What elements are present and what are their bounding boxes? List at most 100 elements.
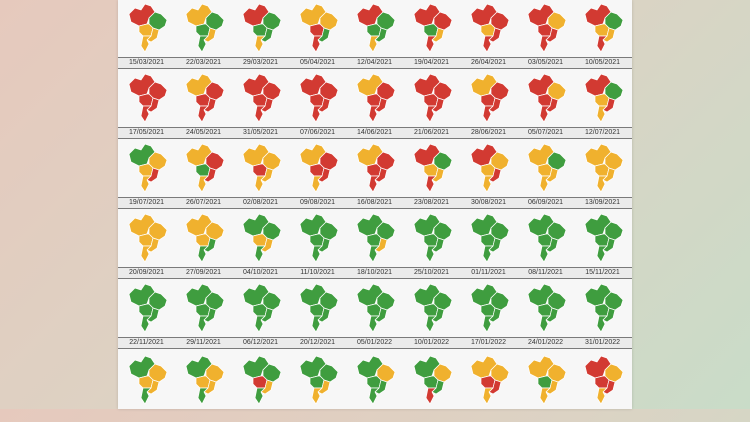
date-label: 18/10/2021: [356, 269, 393, 276]
brazil-map: [299, 143, 339, 193]
map-region: [596, 245, 608, 263]
map-region: [368, 387, 380, 405]
map-region: [254, 315, 266, 333]
date-bar: 17/05/2021 24/05/2021 31/05/2021 07/06/2021…: [118, 127, 632, 139]
map-strip: [118, 0, 632, 56]
map-cell: [175, 140, 232, 196]
map-row: 15/03/2021 22/03/2021 29/03/2021 05/04/2021…: [118, 0, 632, 70]
map-grid-panel: 15/03/2021 22/03/2021 29/03/2021 05/04/2021…: [118, 0, 632, 409]
map-region: [425, 175, 437, 193]
date-label: 15/03/2021: [128, 59, 165, 66]
map-region: [594, 93, 610, 107]
brazil-map: [299, 73, 339, 123]
map-region: [537, 233, 553, 247]
brazil-map: [527, 283, 567, 333]
map-region: [195, 163, 211, 177]
brazil-map: [185, 3, 225, 53]
brazil-map: [356, 355, 396, 405]
date-label: 10/01/2022: [413, 339, 450, 346]
map-region: [596, 175, 608, 193]
brazil-map: [185, 283, 225, 333]
date-label: 29/11/2021: [186, 339, 221, 346]
date-label: 05/07/2021: [527, 129, 564, 136]
date-label: 09/08/2021: [299, 199, 336, 206]
brazil-map: [128, 143, 168, 193]
brazil-map: [527, 3, 567, 53]
brazil-map: [242, 213, 282, 263]
date-label: 23/08/2021: [413, 199, 450, 206]
map-region: [423, 163, 439, 177]
map-region: [309, 375, 325, 389]
map-strip: [118, 280, 632, 336]
date-label: 20/09/2021: [128, 269, 165, 276]
map-cell: [403, 70, 460, 126]
brazil-map: [413, 355, 453, 405]
map-region: [594, 23, 610, 37]
map-region: [252, 23, 268, 37]
brazil-map: [356, 3, 396, 53]
map-region: [311, 245, 323, 263]
map-region: [311, 175, 323, 193]
map-row: 19/07/2021 26/07/2021 02/08/2021 09/08/2021…: [118, 140, 632, 210]
map-region: [423, 23, 439, 37]
map-region: [140, 245, 152, 263]
brazil-map: [470, 355, 510, 405]
map-cell: [118, 352, 175, 408]
map-region: [311, 387, 323, 405]
brazil-map: [413, 283, 453, 333]
date-label: 27/09/2021: [185, 269, 222, 276]
brazil-map: [185, 143, 225, 193]
brazil-map: [356, 143, 396, 193]
map-region: [197, 175, 209, 193]
map-cell: [517, 0, 574, 56]
map-cell: [232, 0, 289, 56]
map-region: [138, 93, 154, 107]
date-label: 04/10/2021: [242, 269, 279, 276]
map-cell: [574, 0, 631, 56]
map-strip: [118, 70, 632, 126]
brazil-map: [413, 213, 453, 263]
map-region: [252, 163, 268, 177]
map-cell: [574, 210, 631, 266]
map-cell: [403, 0, 460, 56]
map-region: [423, 303, 439, 317]
date-label: 20/12/2021: [299, 339, 336, 346]
map-cell: [517, 140, 574, 196]
map-region: [425, 315, 437, 333]
date-label: 03/05/2021: [527, 59, 564, 66]
map-region: [254, 175, 266, 193]
map-region: [482, 105, 494, 123]
brazil-map: [470, 73, 510, 123]
map-cell: [289, 0, 346, 56]
map-cell: [289, 352, 346, 408]
date-bar: 15/03/2021 22/03/2021 29/03/2021 05/04/2021…: [118, 57, 632, 69]
map-region: [537, 93, 553, 107]
map-cell: [517, 280, 574, 336]
brazil-map: [527, 73, 567, 123]
map-region: [539, 35, 551, 53]
map-region: [425, 387, 437, 405]
brazil-map: [299, 213, 339, 263]
brazil-map: [584, 283, 624, 333]
brazil-map: [299, 355, 339, 405]
map-region: [594, 163, 610, 177]
map-cell: [403, 140, 460, 196]
map-region: [138, 303, 154, 317]
brazil-map: [128, 355, 168, 405]
map-region: [368, 175, 380, 193]
date-label: 15/11/2021: [585, 269, 620, 276]
map-region: [539, 387, 551, 405]
map-region: [252, 303, 268, 317]
map-region: [197, 387, 209, 405]
date-label: 31/05/2021: [242, 129, 279, 136]
date-label: 29/03/2021: [242, 59, 279, 66]
map-cell: [460, 352, 517, 408]
date-label: 19/07/2021: [128, 199, 165, 206]
map-region: [254, 105, 266, 123]
map-cell: [517, 70, 574, 126]
map-region: [482, 387, 494, 405]
date-label: 12/07/2021: [584, 129, 621, 136]
map-cell: [232, 70, 289, 126]
date-label: 22/03/2021: [185, 59, 222, 66]
map-region: [311, 35, 323, 53]
